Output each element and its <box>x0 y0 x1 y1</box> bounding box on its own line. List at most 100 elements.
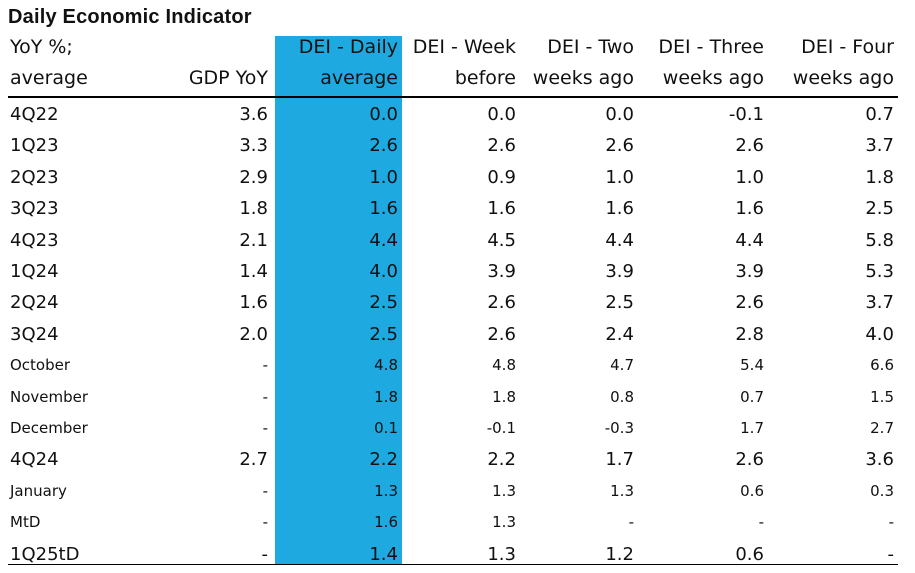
cell-dei-daily: 4.0 <box>369 261 398 282</box>
row-label: 1Q24 <box>10 261 59 282</box>
cell-dei-two-weeks: 0.8 <box>610 387 634 406</box>
cell-dei-week-before: -0.1 <box>486 419 516 437</box>
cell-dei-three-weeks: 1.6 <box>735 198 764 220</box>
cell-dei-two-weeks: 1.2 <box>605 543 634 565</box>
table-row: 1Q25tD - 1.4 1.3 1.2 0.6 - <box>8 542 898 573</box>
cell-dei-two-weeks: 4.4 <box>605 229 634 251</box>
cell-dei-three-weeks: 2.6 <box>735 135 764 157</box>
cell-gdp-yoy: 1.6 <box>239 292 268 314</box>
cell-dei-daily: 0.0 <box>369 104 398 125</box>
cell-gdp-yoy: 3.6 <box>239 104 268 125</box>
cell-dei-week-before: 4.8 <box>492 356 516 375</box>
row-label: 4Q22 <box>10 104 59 125</box>
cell-dei-two-weeks: 1.6 <box>605 198 634 220</box>
cell-dei-three-weeks: - <box>758 513 764 532</box>
cell-dei-daily: 1.6 <box>374 513 398 532</box>
cell-dei-two-weeks: - <box>628 513 634 532</box>
row-label: 4Q24 <box>10 449 59 471</box>
cell-dei-two-weeks: 2.4 <box>605 323 634 345</box>
table-row: MtD - 1.6 1.3 - - - <box>8 510 898 541</box>
cell-dei-daily: 1.6 <box>369 198 398 220</box>
cell-dei-daily: 4.8 <box>374 356 398 375</box>
cell-dei-three-weeks: 2.6 <box>735 449 764 471</box>
cell-gdp-yoy: 2.0 <box>239 323 268 345</box>
cell-dei-four-weeks: - <box>887 543 895 565</box>
header-dei-three-line1: DEI - Three <box>658 36 764 58</box>
cell-gdp-yoy: 2.9 <box>239 166 268 188</box>
cell-dei-week-before: 1.3 <box>492 513 516 532</box>
header-gdp-line2: GDP YoY <box>188 67 268 89</box>
cell-dei-week-before: 2.6 <box>487 292 516 314</box>
row-label: December <box>10 419 88 437</box>
cell-dei-four-weeks: - <box>888 513 894 532</box>
cell-dei-four-weeks: 0.7 <box>865 104 894 125</box>
row-label: 2Q24 <box>10 292 59 314</box>
cell-dei-two-weeks: -0.3 <box>604 419 634 437</box>
header-dei-two-line2: weeks ago <box>532 67 634 89</box>
row-label: 3Q24 <box>10 323 59 345</box>
cell-dei-week-before: 1.8 <box>492 387 516 406</box>
cell-dei-daily: 1.8 <box>374 387 398 406</box>
cell-dei-four-weeks: 2.5 <box>865 198 894 220</box>
table-row: 1Q23 3.3 2.6 2.6 2.6 2.6 3.7 <box>8 133 898 164</box>
row-label: 3Q23 <box>10 198 59 220</box>
cell-dei-four-weeks: 3.7 <box>865 292 894 314</box>
table-row: 2Q23 2.9 1.0 0.9 1.0 1.0 1.8 <box>8 165 898 196</box>
header-dei-four-line1: DEI - Four <box>801 36 894 58</box>
row-label: October <box>10 356 71 375</box>
row-label: 1Q25tD <box>10 543 80 565</box>
cell-dei-two-weeks: 0.0 <box>605 104 634 125</box>
cell-gdp-yoy: 1.8 <box>239 198 268 220</box>
row-label: MtD <box>10 513 41 532</box>
table-row: 4Q24 2.7 2.2 2.2 1.7 2.6 3.6 <box>8 447 898 478</box>
cell-dei-week-before: 2.2 <box>487 449 516 471</box>
cell-dei-daily: 2.6 <box>369 135 398 157</box>
table-row: 4Q22 3.6 0.0 0.0 0.0 -0.1 0.7 <box>8 102 898 133</box>
row-label: 2Q23 <box>10 166 59 188</box>
cell-dei-two-weeks: 1.3 <box>610 481 634 500</box>
cell-dei-four-weeks: 5.3 <box>865 261 894 282</box>
table-title: Daily Economic Indicator <box>8 6 252 28</box>
cell-dei-three-weeks: -0.1 <box>728 104 764 125</box>
cell-dei-three-weeks: 2.8 <box>735 323 764 345</box>
header-dei-four-line2: weeks ago <box>792 67 894 89</box>
cell-dei-week-before: 3.9 <box>487 261 516 282</box>
cell-dei-week-before: 2.6 <box>487 135 516 157</box>
table-row: January - 1.3 1.3 1.3 0.6 0.3 <box>8 479 898 510</box>
header-label-line1: YoY %; <box>10 36 73 58</box>
cell-dei-four-weeks: 1.8 <box>865 166 894 188</box>
header-dei-two-line1: DEI - Two <box>547 36 634 58</box>
table-row: 2Q24 1.6 2.5 2.6 2.5 2.6 3.7 <box>8 290 898 321</box>
cell-dei-two-weeks: 1.7 <box>605 449 634 471</box>
row-label: 1Q23 <box>10 135 59 157</box>
cell-dei-daily: 0.1 <box>374 419 398 437</box>
header-dei-three-line2: weeks ago <box>662 67 764 89</box>
highlighted-column-background <box>275 36 402 564</box>
table-row: November - 1.8 1.8 0.8 0.7 1.5 <box>8 385 898 416</box>
header-row-2: average GDP YoY average before weeks ago… <box>8 67 898 97</box>
cell-dei-three-weeks: 1.0 <box>735 166 764 188</box>
cell-dei-week-before: 4.5 <box>487 229 516 251</box>
cell-dei-week-before: 1.6 <box>487 198 516 220</box>
cell-dei-week-before: 0.9 <box>487 166 516 188</box>
cell-dei-three-weeks: 2.6 <box>735 292 764 314</box>
cell-dei-three-weeks: 0.6 <box>735 543 764 565</box>
cell-dei-week-before: 1.3 <box>487 543 516 565</box>
cell-dei-daily: 2.5 <box>369 292 398 314</box>
cell-dei-four-weeks: 2.7 <box>870 419 894 437</box>
cell-dei-daily: 2.2 <box>369 449 398 471</box>
cell-dei-daily: 1.3 <box>374 481 398 500</box>
cell-dei-four-weeks: 3.6 <box>865 449 894 471</box>
cell-gdp-yoy: - <box>262 481 268 500</box>
table-bottom-rule <box>8 564 898 565</box>
row-label: January <box>10 481 67 500</box>
cell-dei-two-weeks: 3.9 <box>605 261 634 282</box>
cell-dei-two-weeks: 4.7 <box>610 356 634 375</box>
table-row: 4Q23 2.1 4.4 4.5 4.4 4.4 5.8 <box>8 228 898 259</box>
cell-dei-four-weeks: 1.5 <box>870 387 894 406</box>
cell-dei-four-weeks: 0.3 <box>870 481 894 500</box>
cell-dei-four-weeks: 4.0 <box>865 323 894 345</box>
cell-dei-four-weeks: 5.8 <box>865 229 894 251</box>
header-divider <box>8 96 898 98</box>
header-dei-daily-line2: average <box>320 67 398 89</box>
